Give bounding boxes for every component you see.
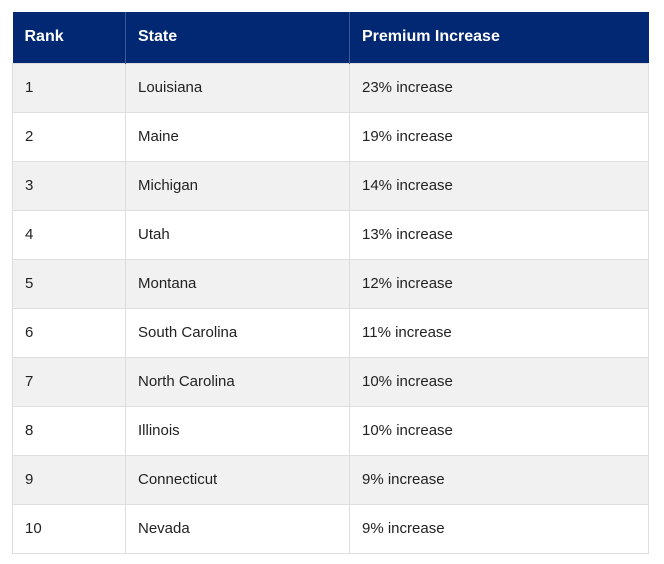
- premium-cell: 11% increase: [349, 307, 649, 358]
- header-rank: Rank: [12, 12, 126, 63]
- table-body: 1 Louisiana 23% increase 2 Maine 19% inc…: [12, 62, 649, 554]
- state-cell: Connecticut: [125, 454, 350, 505]
- premium-cell: 9% increase: [349, 503, 649, 554]
- rank-cell: 2: [12, 111, 126, 162]
- state-cell: South Carolina: [125, 307, 350, 358]
- state-cell: Michigan: [125, 160, 350, 211]
- table-row: 2 Maine 19% increase: [12, 111, 649, 162]
- table-row: 9 Connecticut 9% increase: [12, 454, 649, 505]
- rank-cell: 9: [12, 454, 126, 505]
- premium-cell: 9% increase: [349, 454, 649, 505]
- rank-cell: 1: [12, 62, 126, 113]
- rank-cell: 10: [12, 503, 126, 554]
- rank-cell: 4: [12, 209, 126, 260]
- premium-cell: 10% increase: [349, 405, 649, 456]
- state-cell: Montana: [125, 258, 350, 309]
- state-cell: Illinois: [125, 405, 350, 456]
- premium-cell: 12% increase: [349, 258, 649, 309]
- table-row: 1 Louisiana 23% increase: [12, 62, 649, 113]
- rank-cell: 3: [12, 160, 126, 211]
- premium-cell: 23% increase: [349, 62, 649, 113]
- table-row: 6 South Carolina 11% increase: [12, 307, 649, 358]
- rank-cell: 7: [12, 356, 126, 407]
- table-row: 3 Michigan 14% increase: [12, 160, 649, 211]
- premium-increase-table: Rank State Premium Increase 1 Louisiana …: [12, 12, 649, 554]
- rank-cell: 5: [12, 258, 126, 309]
- rank-cell: 8: [12, 405, 126, 456]
- state-cell: Nevada: [125, 503, 350, 554]
- table-row: 5 Montana 12% increase: [12, 258, 649, 309]
- state-cell: Louisiana: [125, 62, 350, 113]
- table-header: Rank State Premium Increase: [12, 12, 649, 63]
- premium-cell: 19% increase: [349, 111, 649, 162]
- header-premium-increase: Premium Increase: [349, 12, 649, 63]
- rank-cell: 6: [12, 307, 126, 358]
- state-cell: Utah: [125, 209, 350, 260]
- table-row: 7 North Carolina 10% increase: [12, 356, 649, 407]
- state-cell: North Carolina: [125, 356, 350, 407]
- state-cell: Maine: [125, 111, 350, 162]
- header-state: State: [125, 12, 350, 63]
- table-container: Rank State Premium Increase 1 Louisiana …: [12, 12, 649, 554]
- premium-cell: 14% increase: [349, 160, 649, 211]
- premium-cell: 13% increase: [349, 209, 649, 260]
- header-row: Rank State Premium Increase: [12, 12, 649, 63]
- table-row: 10 Nevada 9% increase: [12, 503, 649, 554]
- table-row: 8 Illinois 10% increase: [12, 405, 649, 456]
- premium-cell: 10% increase: [349, 356, 649, 407]
- table-row: 4 Utah 13% increase: [12, 209, 649, 260]
